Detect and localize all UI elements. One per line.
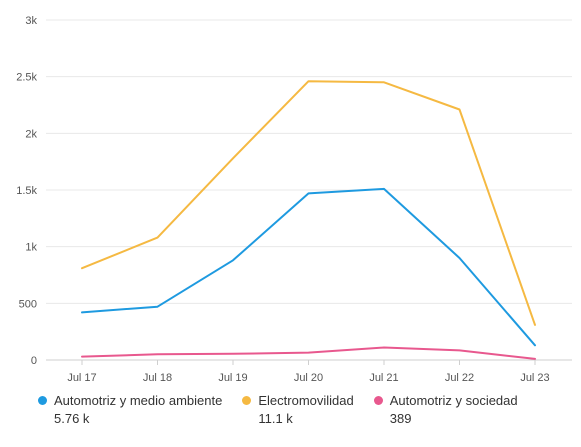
y-tick-label: 2.5k <box>16 72 37 84</box>
legend-item-automotriz-medio-ambiente[interactable]: Automotriz y medio ambiente 5.76 k <box>38 393 222 426</box>
legend-total: 5.76 k <box>54 411 90 426</box>
x-tick-label: Jul 20 <box>294 372 323 384</box>
y-axis: 0 500 1k 1.5k 2k 2.5k 3k <box>16 15 37 367</box>
legend-item-electromovilidad[interactable]: Electromovilidad 11.1 k <box>242 393 354 426</box>
legend-swatch-icon <box>242 396 252 405</box>
x-axis: Jul 17 Jul 18 Jul 19 Jul 20 Jul 21 Jul 22 Jul … <box>67 360 550 384</box>
legend-swatch-icon <box>38 396 47 405</box>
legend: Automotriz y medio ambiente 5.76 k Elect… <box>38 393 578 426</box>
y-tick-label: 500 <box>19 298 37 310</box>
legend-label: Automotriz y sociedad <box>389 393 518 408</box>
x-tick-label: Jul 21 <box>369 372 398 384</box>
series-line-2 <box>81 346 536 360</box>
legend-item-automotriz-sociedad[interactable]: Automotriz y sociedad 389 <box>373 393 518 426</box>
x-tick-label: Jul 19 <box>218 372 247 384</box>
series-line-0 <box>81 187 536 347</box>
y-tick-label: 0 <box>31 355 37 367</box>
series-line-1 <box>81 80 536 326</box>
y-tick-label: 2k <box>25 128 37 140</box>
series-lines <box>81 80 536 360</box>
y-tick-label: 1k <box>25 242 37 254</box>
y-tick-label: 3k <box>25 15 37 27</box>
y-tick-label: 1.5k <box>16 185 37 197</box>
legend-swatch-icon <box>373 396 383 405</box>
legend-total: 389 <box>389 411 412 426</box>
legend-label: Automotriz y medio ambiente <box>54 393 223 408</box>
x-tick-label: Jul 22 <box>445 372 474 384</box>
legend-label: Electromovilidad <box>258 393 354 408</box>
x-tick-label: Jul 23 <box>520 372 549 384</box>
legend-total: 11.1 k <box>258 411 293 426</box>
x-tick-label: Jul 17 <box>67 372 96 384</box>
x-tick-label: Jul 18 <box>143 372 172 384</box>
line-chart: Jul 17 Jul 18 Jul 19 Jul 20 Jul 21 Jul 22 Jul … <box>16 15 572 384</box>
